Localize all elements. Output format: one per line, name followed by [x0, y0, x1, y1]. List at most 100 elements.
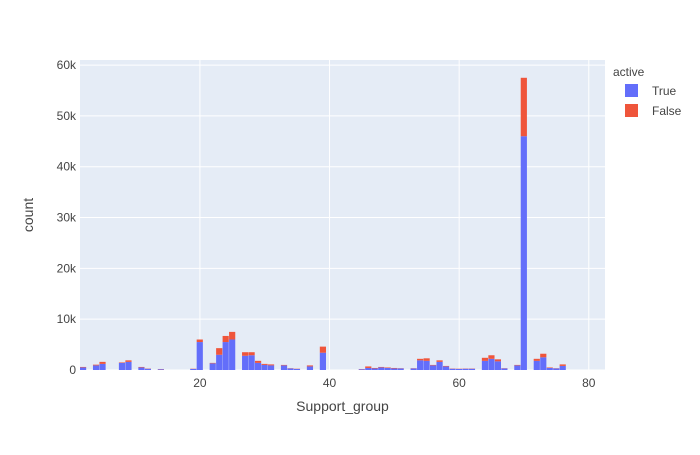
bar-false[interactable]	[560, 364, 566, 366]
bar-false[interactable]	[547, 367, 553, 368]
legend-label: True	[652, 84, 677, 98]
legend-item-true[interactable]: True	[625, 84, 677, 98]
bar-false[interactable]	[307, 365, 313, 366]
bar-true[interactable]	[281, 365, 287, 370]
bar-true[interactable]	[547, 368, 553, 370]
bar-false[interactable]	[93, 365, 99, 366]
bar-false[interactable]	[417, 359, 423, 361]
bar-true[interactable]	[125, 362, 131, 370]
bar-false[interactable]	[514, 365, 520, 366]
bar-true[interactable]	[560, 366, 566, 370]
bar-false[interactable]	[80, 367, 86, 368]
bar-true[interactable]	[391, 368, 397, 370]
bar-false[interactable]	[255, 361, 261, 363]
bar-true[interactable]	[514, 365, 520, 370]
bar-true[interactable]	[242, 356, 248, 370]
bar-true[interactable]	[443, 366, 449, 370]
bar-true[interactable]	[359, 369, 365, 370]
bar-true[interactable]	[294, 369, 300, 370]
bar-true[interactable]	[501, 368, 507, 370]
bar-false[interactable]	[482, 358, 488, 361]
bar-true[interactable]	[424, 361, 430, 370]
bar-true[interactable]	[93, 365, 99, 370]
bar-true[interactable]	[488, 359, 494, 370]
bar-true[interactable]	[398, 368, 404, 370]
legend-item-false[interactable]: False	[625, 104, 682, 118]
bar-false[interactable]	[210, 363, 216, 364]
bar-true[interactable]	[482, 361, 488, 370]
bar-true[interactable]	[268, 365, 274, 370]
bar-true[interactable]	[372, 368, 378, 370]
bar-true[interactable]	[540, 357, 546, 370]
bar-true[interactable]	[411, 368, 417, 370]
bar-true[interactable]	[469, 369, 475, 370]
bar-false[interactable]	[268, 364, 274, 365]
bar-true[interactable]	[462, 369, 468, 370]
bar-true[interactable]	[287, 368, 293, 370]
bar-false[interactable]	[216, 348, 222, 355]
bar-true[interactable]	[456, 369, 462, 370]
bar-true[interactable]	[320, 353, 326, 370]
bar-true[interactable]	[307, 366, 313, 370]
bar-true[interactable]	[145, 369, 151, 370]
bar-true[interactable]	[521, 136, 527, 370]
bar-true[interactable]	[436, 362, 442, 370]
y-tick-label: 50k	[57, 109, 77, 123]
bar-true[interactable]	[378, 367, 384, 370]
bar-true[interactable]	[223, 342, 229, 370]
legend[interactable]: active True False	[613, 65, 682, 118]
bar-true[interactable]	[216, 355, 222, 370]
bar-true[interactable]	[229, 340, 235, 370]
legend-title: active	[613, 65, 645, 79]
y-axis-title: count	[20, 198, 36, 232]
bar-false[interactable]	[138, 367, 144, 368]
bar-false[interactable]	[119, 362, 125, 363]
bar-true[interactable]	[365, 368, 371, 370]
bar-false[interactable]	[197, 340, 203, 343]
bar-true[interactable]	[261, 365, 267, 370]
bar-true[interactable]	[430, 365, 436, 370]
bar-false[interactable]	[436, 360, 442, 362]
bar-false[interactable]	[430, 365, 436, 366]
bar-true[interactable]	[197, 342, 203, 370]
bar-false[interactable]	[99, 362, 105, 364]
bar-false[interactable]	[378, 367, 384, 368]
bar-false[interactable]	[249, 352, 255, 355]
bar-false[interactable]	[281, 365, 287, 366]
bar-false[interactable]	[521, 78, 527, 136]
bar-false[interactable]	[488, 355, 494, 359]
bar-true[interactable]	[385, 368, 391, 370]
bar-true[interactable]	[138, 367, 144, 370]
bar-true[interactable]	[190, 369, 196, 370]
bar-false[interactable]	[261, 364, 267, 365]
bar-false[interactable]	[495, 359, 501, 361]
bar-true[interactable]	[449, 369, 455, 370]
bar-false[interactable]	[365, 366, 371, 368]
bar-true[interactable]	[255, 363, 261, 370]
bar-true[interactable]	[119, 363, 125, 370]
bar-false[interactable]	[443, 366, 449, 367]
bar-false[interactable]	[385, 367, 391, 368]
bar-true[interactable]	[80, 367, 86, 370]
bar-false[interactable]	[229, 332, 235, 340]
bar-false[interactable]	[242, 352, 248, 356]
bar-true[interactable]	[534, 361, 540, 370]
bar-false[interactable]	[372, 368, 378, 369]
bar-false[interactable]	[391, 368, 397, 369]
x-axis-title: Support_group	[296, 398, 389, 414]
bar-false[interactable]	[534, 359, 540, 361]
bar-true[interactable]	[99, 364, 105, 370]
bar-false[interactable]	[320, 347, 326, 353]
bar-true[interactable]	[210, 363, 216, 370]
bar-true[interactable]	[417, 360, 423, 370]
bar-false[interactable]	[424, 358, 430, 361]
bar-true[interactable]	[553, 368, 559, 370]
bar-false[interactable]	[125, 360, 131, 362]
legend-items[interactable]: True False	[625, 84, 682, 118]
bar-true[interactable]	[249, 355, 255, 370]
bar-false[interactable]	[540, 354, 546, 358]
bar-true[interactable]	[158, 369, 164, 370]
bar-false[interactable]	[223, 336, 229, 342]
bar-true[interactable]	[495, 361, 501, 370]
